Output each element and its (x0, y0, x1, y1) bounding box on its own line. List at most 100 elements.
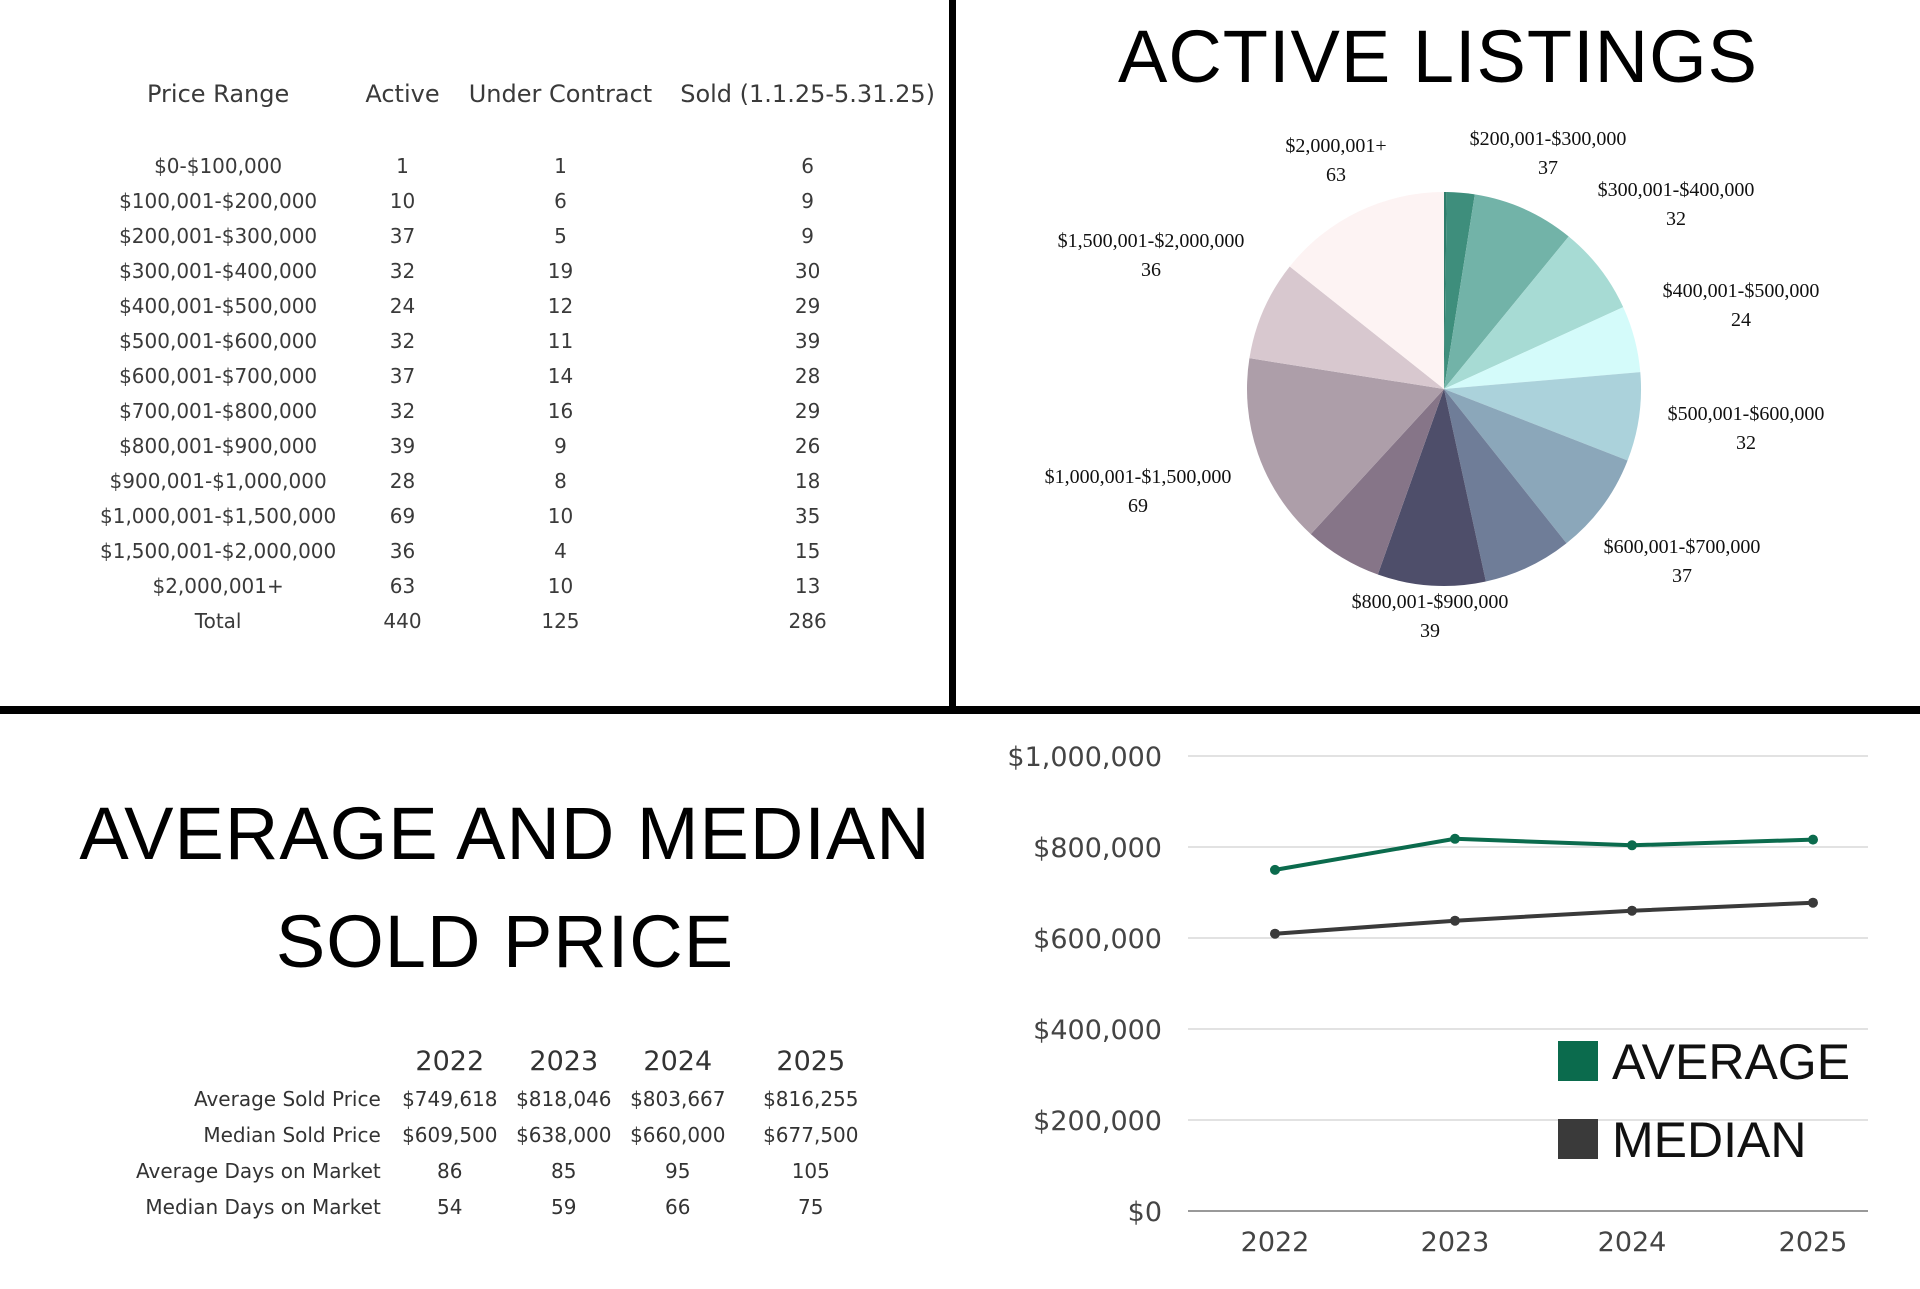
x-tick-label: 2024 (1598, 1227, 1667, 1258)
pie-slice-label: $500,001-$600,000 (1668, 403, 1825, 425)
table-cell: 5 (554, 223, 567, 248)
table-cell: 86 (437, 1159, 463, 1183)
table-cell: 10 (389, 188, 416, 213)
table-row: $100,001-$200,000 10 6 9 (86, 183, 949, 218)
table-row: $500,001-$600,000 32 11 39 (86, 323, 949, 358)
price-table-body: $0-$100,000 1 1 6 $100,001-$200,000 10 6 9 $200,… (86, 148, 949, 638)
data-point (1450, 833, 1460, 844)
column-header: 2022 (415, 1046, 485, 1077)
pie-slice-value: 32 (1666, 208, 1686, 230)
table-cell: $816,255 (763, 1087, 859, 1111)
data-point (1270, 864, 1280, 875)
summary-table-body: Average Sold Price $749,618 $818,046 $803,6… (130, 1081, 887, 1225)
table-cell: 30 (794, 258, 821, 283)
table-row: $1,000,001-$1,500,000 69 10 35 (86, 498, 949, 533)
table-row: Average Sold Price $749,618 $818,046 $803,6… (130, 1081, 887, 1117)
table-cell: $100,001-$200,000 (119, 188, 318, 213)
table-cell: 59 (551, 1195, 577, 1219)
pie-slice-value: 63 (1326, 164, 1346, 186)
table-cell: 26 (794, 433, 821, 458)
table-cell: 29 (794, 293, 821, 318)
pie-slice (1444, 194, 1569, 389)
data-point (1450, 915, 1460, 926)
table-cell: 9 (801, 188, 814, 213)
data-point (1808, 897, 1818, 908)
pie-slice-label: $600,001-$700,000 (1604, 536, 1761, 558)
column-header: Price Range (147, 80, 290, 108)
table-row: $300,001-$400,000 32 19 30 (86, 253, 949, 288)
column-header: Sold (1.1.25-5.31.25) (680, 80, 935, 108)
pie-slice (1444, 307, 1641, 389)
legend-swatch (1558, 1041, 1598, 1081)
pie-slice-label: $200,001-$300,000 (1470, 128, 1627, 150)
table-cell: 105 (791, 1159, 830, 1183)
pie-slice-value: 37 (1672, 565, 1692, 587)
table-cell: 10 (547, 573, 574, 598)
table-cell: 6 (801, 153, 814, 178)
table-row: $200,001-$300,000 37 5 9 (86, 218, 949, 253)
y-tick-label: $800,000 (1033, 833, 1162, 864)
row-label: Median Sold Price (203, 1123, 381, 1147)
table-cell: 39 (794, 328, 821, 353)
table-cell: $800,001-$900,000 (119, 433, 318, 458)
table-cell: 32 (389, 328, 416, 353)
table-row: $0-$100,000 1 1 6 (86, 148, 949, 183)
table-cell: 36 (389, 538, 416, 563)
table-cell: $749,618 (402, 1087, 498, 1111)
table-cell: 9 (801, 223, 814, 248)
table-row: $800,001-$900,000 39 9 26 (86, 428, 949, 463)
y-tick-label: $400,000 (1033, 1015, 1162, 1046)
table-cell: 39 (389, 433, 416, 458)
pie-slice-value: 39 (1420, 620, 1440, 642)
table-cell: 6 (554, 188, 567, 213)
table-cell: 1 (396, 153, 409, 178)
active-listings-panel: ACTIVE LISTINGS $2,000,001+ 63 $200,001-$3… (956, 0, 1920, 706)
pie-slice (1249, 266, 1444, 389)
pie-slice-value: 37 (1538, 157, 1558, 179)
table-cell: $0-$100,000 (154, 153, 283, 178)
pie-slice-label: $400,001-$500,000 (1663, 280, 1820, 302)
y-tick-label: $600,000 (1033, 924, 1162, 955)
table-row: $700,001-$800,000 32 16 29 (86, 393, 949, 428)
sold-price-line-chart: $0 $200,000 $400,000 $600,000 $800,000 $1,000… (1007, 742, 1868, 1258)
table-header-row: 2022 2023 2024 2025 (130, 1046, 887, 1081)
table-cell: 95 (665, 1159, 691, 1183)
column-header: 2024 (643, 1046, 713, 1077)
y-tick-label: $1,000,000 (1007, 742, 1162, 773)
table-cell: 29 (794, 398, 821, 423)
table-cell: 125 (541, 608, 580, 633)
table-cell: $700,001-$800,000 (119, 398, 318, 423)
table-cell: 54 (437, 1195, 463, 1219)
table-cell: 32 (389, 398, 416, 423)
table-cell: 286 (788, 608, 827, 633)
summary-title: AVERAGE AND MEDIAN SOLD PRICE (0, 780, 1010, 996)
table-cell: 24 (389, 293, 416, 318)
table-cell: 19 (547, 258, 574, 283)
pie-slice-label: $300,001-$400,000 (1598, 179, 1755, 201)
data-point (1627, 905, 1637, 916)
table-cell: 15 (794, 538, 821, 563)
pie-slice-label: $1,500,001-$2,000,000 (1058, 230, 1245, 252)
y-tick-label: $200,000 (1033, 1106, 1162, 1137)
pie-slice-label: $2,000,001+ (1285, 135, 1386, 157)
sold-price-summary-panel: AVERAGE AND MEDIAN SOLD PRICE 2022 2023 … (0, 714, 949, 1289)
table-cell: 85 (551, 1159, 577, 1183)
table-cell: 69 (389, 503, 416, 528)
x-tick-label: 2022 (1241, 1227, 1310, 1258)
pie-slice (1444, 236, 1624, 389)
table-cell: 9 (554, 433, 567, 458)
vertical-divider (949, 0, 956, 712)
table-cell: 28 (794, 363, 821, 388)
table-header-row: Price Range Active Under Contract Sold (… (86, 80, 949, 148)
table-cell: 75 (798, 1195, 824, 1219)
sold-price-line-chart-panel: $0 $200,000 $400,000 $600,000 $800,000 $1,000… (956, 714, 1920, 1289)
table-cell: $300,001-$400,000 (119, 258, 318, 283)
active-listings-pie-chart: $2,000,001+ 63 $200,001-$300,000 37 $300,001… (1045, 128, 1825, 642)
table-cell: $600,001-$700,000 (119, 363, 318, 388)
pie-slice (1444, 192, 1447, 389)
table-cell: 32 (389, 258, 416, 283)
pie-slice (1377, 389, 1486, 587)
table-row: Median Days on Market 54 59 66 75 (130, 1189, 887, 1225)
table-cell: 8 (554, 468, 567, 493)
table-cell: 37 (389, 223, 416, 248)
